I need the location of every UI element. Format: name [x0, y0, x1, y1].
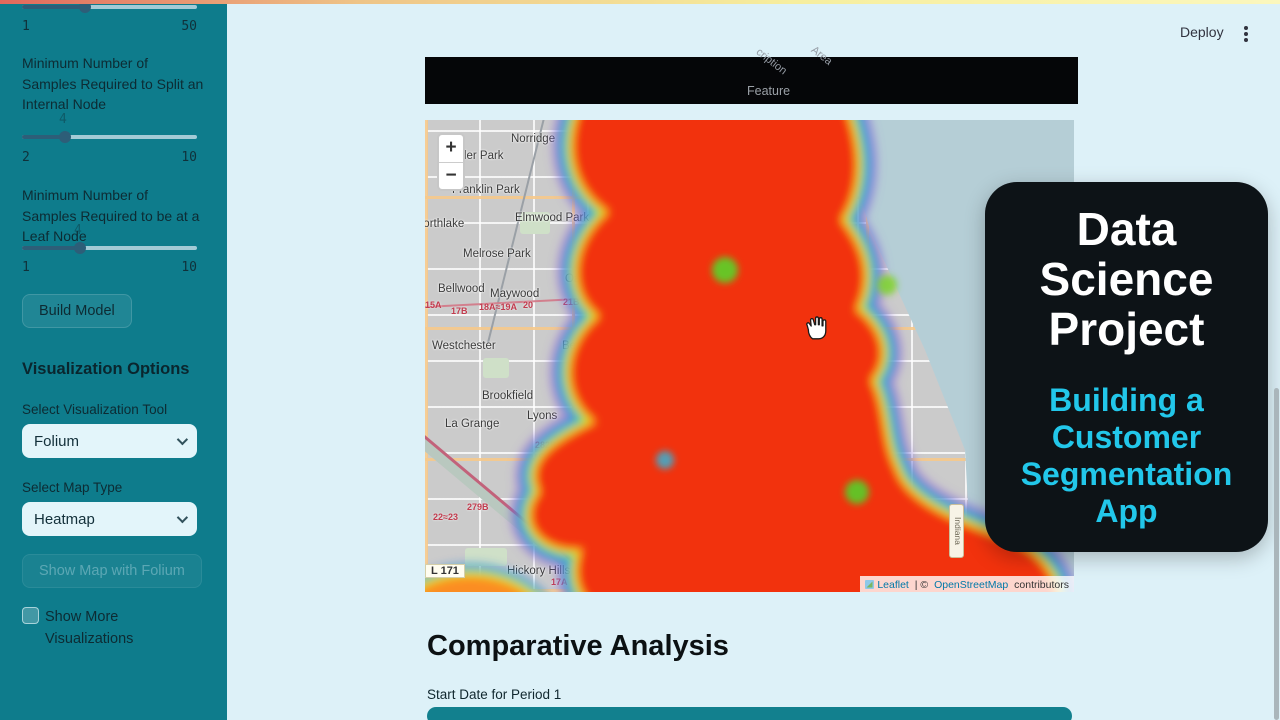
chevron-down-icon	[176, 433, 189, 446]
min-samples-split-slider[interactable]	[22, 131, 197, 143]
show-more-checkbox-label[interactable]: Show More Visualizations	[45, 609, 134, 647]
place-label: Northlake	[425, 218, 465, 230]
start-date-input[interactable]	[427, 707, 1072, 720]
slider-max: 50	[181, 19, 197, 34]
slider-min: 1	[22, 260, 30, 275]
visualization-options-heading: Visualization Options	[22, 360, 190, 378]
card-subtitle-line: Building a	[1049, 382, 1204, 418]
slider-minmax: 1 50	[22, 19, 197, 34]
heatmap-overlay	[425, 120, 1074, 592]
map-type-select[interactable]: Heatmap	[22, 502, 197, 536]
road-label: 279B	[467, 502, 489, 512]
card-title-line: Data	[1076, 203, 1177, 255]
place-label: Brookfield	[482, 390, 534, 402]
min-samples-split-label: Minimum Number of Samples Required to Sp…	[22, 55, 204, 112]
place-label: Bellwood	[438, 283, 485, 295]
road-label: 20	[523, 300, 534, 310]
place-label: Melrose Park	[463, 248, 531, 260]
deploy-button[interactable]: Deploy	[1180, 24, 1224, 40]
slider-handle[interactable]	[79, 1, 91, 13]
start-date-label: Start Date for Period 1	[427, 687, 562, 702]
road-label: 15A	[425, 300, 442, 310]
park-area	[465, 548, 507, 566]
chevron-down-icon	[176, 511, 189, 524]
slider-max: 10	[181, 150, 197, 165]
indiana-toll-badge: Indiana	[949, 504, 964, 558]
route-badge: L 171	[425, 564, 465, 578]
map-zoom-control: + −	[437, 133, 465, 191]
decoration-gradient-bar	[0, 0, 1280, 4]
sidebar: 1 50 Minimum Number of Samples Required …	[0, 0, 227, 720]
viz-tool-selected-value: Folium	[34, 432, 80, 450]
min-samples-leaf-label: Minimum Number of Samples Required to be…	[22, 187, 200, 244]
card-subtitle-line: Customer	[1051, 419, 1202, 455]
chart-tick-label: cription	[753, 46, 789, 78]
place-label: Franklin Park	[452, 184, 520, 196]
card-title: Data Science Project	[1040, 204, 1214, 354]
map-attribution: Leaflet | © OpenStreetMap contributors	[860, 576, 1074, 592]
build-model-button[interactable]: Build Model	[22, 294, 132, 328]
chart-xaxis-title: Feature	[747, 84, 791, 98]
park-area	[483, 358, 509, 378]
video-title-card: Data Science Project Building a Customer…	[985, 182, 1268, 552]
openstreetmap-link[interactable]: OpenStreetMap	[934, 578, 1009, 591]
attribution-separator: | ©	[911, 578, 932, 591]
slider-fill	[22, 246, 80, 250]
place-label: Lyons	[527, 410, 558, 422]
zoom-in-button[interactable]: +	[445, 137, 457, 158]
slider-fill	[22, 135, 65, 139]
slider-handle[interactable]	[74, 242, 86, 254]
road-label: 17B	[451, 306, 468, 316]
slider-minmax: 1 10	[22, 260, 197, 275]
max-depth-slider[interactable]	[22, 1, 197, 13]
card-title-line: Project	[1048, 303, 1205, 355]
chart-tick-label: Area	[808, 44, 835, 68]
card-title-line: Science	[1039, 253, 1214, 305]
card-subtitle-line: Segmentation	[1020, 456, 1233, 492]
slider-min: 1	[22, 19, 30, 34]
leaflet-link[interactable]: Leaflet	[877, 578, 909, 591]
map-type-selected-value: Heatmap	[34, 510, 95, 528]
hand-cursor	[806, 316, 827, 340]
zoom-out-button[interactable]: −	[439, 162, 463, 189]
show-map-button[interactable]: Show Map with Folium	[22, 554, 202, 588]
card-subtitle: Building a Customer Segmentation App	[1021, 382, 1233, 530]
folium-heatmap[interactable]: Norridge Schiller Park Franklin Park Elm…	[425, 120, 1074, 592]
road-label: 18A≈19A	[479, 302, 517, 312]
slider-value-label: 4	[74, 223, 82, 238]
place-label: Elmwood Park	[515, 212, 590, 224]
park-area	[520, 212, 550, 234]
slider-minmax: 2 10	[22, 150, 197, 165]
min-samples-leaf-slider[interactable]	[22, 242, 197, 254]
place-label: Norridge	[511, 133, 556, 145]
feature-chart-bottom: cription Area Feature	[425, 44, 1078, 104]
viz-tool-select[interactable]: Folium	[22, 424, 197, 458]
slider-handle[interactable]	[59, 131, 71, 143]
viz-tool-label: Select Visualization Tool	[22, 402, 168, 417]
place-label: Hickory Hills	[507, 565, 571, 577]
attribution-suffix: contributors	[1011, 578, 1069, 591]
comparative-analysis-heading: Comparative Analysis	[427, 630, 729, 662]
card-subtitle-line: App	[1095, 493, 1158, 529]
show-more-checkbox[interactable]	[22, 607, 39, 624]
slider-value-label: 4	[59, 112, 67, 127]
place-label: Westchester	[432, 340, 496, 352]
map-type-label: Select Map Type	[22, 480, 123, 495]
kebab-menu-icon[interactable]	[1244, 26, 1248, 30]
leaflet-icon	[865, 580, 875, 589]
slider-fill	[22, 5, 85, 9]
place-label: Maywood	[490, 288, 540, 300]
page-scrollbar[interactable]	[1274, 388, 1279, 720]
slider-max: 10	[181, 260, 197, 275]
place-label: La Grange	[445, 418, 500, 430]
slider-min: 2	[22, 150, 30, 165]
road-label: 22≈23	[433, 512, 458, 522]
